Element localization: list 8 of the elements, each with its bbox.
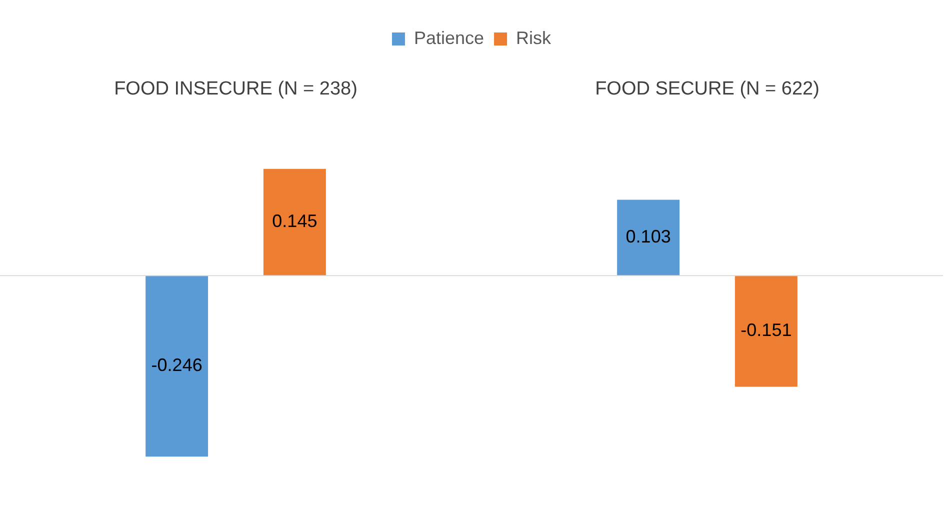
data-label: -0.246: [151, 355, 202, 376]
legend-label: Patience: [414, 28, 484, 48]
data-label: 0.145: [272, 211, 318, 232]
x-tick-label: FOOD INSECURE (N = 238): [114, 78, 358, 100]
data-label: 0.103: [626, 226, 671, 247]
data-label: -0.151: [740, 320, 792, 340]
legend-label: Risk: [516, 28, 552, 48]
x-tick-label: FOOD SECURE (N = 622): [595, 78, 820, 100]
